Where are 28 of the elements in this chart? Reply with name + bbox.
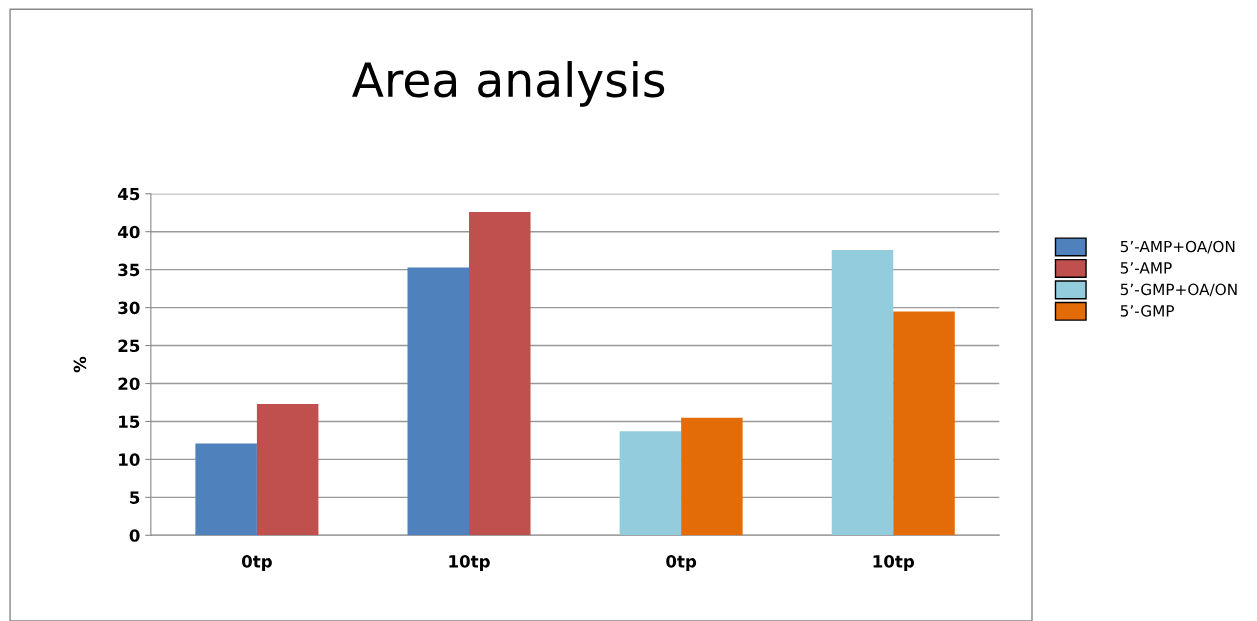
y-tick-label: 0: [129, 529, 140, 542]
x-tick-label: 0tp: [666, 555, 697, 571]
chart-title: Area analysis: [352, 60, 665, 107]
bar: [619, 431, 682, 536]
x-tick-label: 0tp: [241, 555, 272, 571]
y-tick-label: 5: [130, 491, 140, 504]
y-tick-label: 20: [118, 377, 140, 391]
legend-label: 5’-GMP+OA/ON: [1120, 283, 1237, 297]
legend-label: 5’-GMP: [1120, 305, 1175, 317]
y-tick-label: 10: [119, 453, 140, 466]
y-tick-label: 30: [118, 301, 140, 315]
bar: [407, 267, 470, 536]
bar: [195, 443, 257, 536]
x-tick-label: 10tp: [449, 555, 490, 571]
y-tick-label: 35: [118, 263, 140, 277]
bar: [256, 404, 319, 536]
y-tick-label: 45: [117, 187, 140, 201]
y-tick-label: 25: [118, 339, 140, 353]
y-tick-label: 40: [117, 225, 140, 239]
bar: [831, 249, 894, 536]
bar: [681, 417, 743, 536]
bar: [469, 211, 531, 536]
legend-label: 5’-AMP: [1120, 262, 1172, 274]
y-axis-title: %: [73, 356, 87, 373]
x-tick-label: 10tp: [873, 555, 915, 571]
y-tick-label: 15: [119, 415, 140, 429]
legend-label: 5’-AMP+OA/ON: [1120, 240, 1235, 254]
bar: [893, 311, 955, 536]
